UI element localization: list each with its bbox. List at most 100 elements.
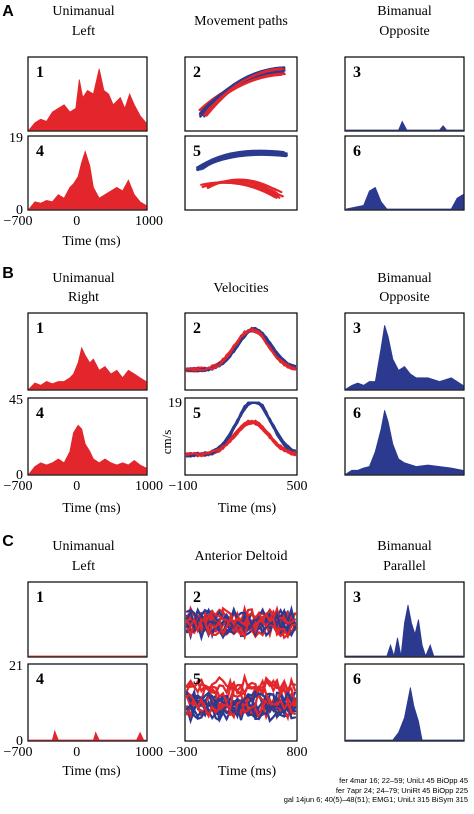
panel-number: 1: [36, 589, 44, 606]
column-title: Bimanual: [377, 4, 432, 19]
trace-red: [185, 327, 297, 372]
column-title: Anterior Deltoid: [195, 549, 288, 564]
panel-number: 5: [193, 143, 201, 160]
x-tick: 800: [287, 745, 308, 760]
panel-number: 2: [193, 589, 201, 606]
trace-red: [203, 68, 284, 116]
panel-number: 6: [353, 143, 361, 160]
x-tick: −700: [4, 479, 33, 494]
panel-3: [344, 581, 465, 658]
panel-number: 1: [36, 64, 44, 81]
panel-number: 6: [353, 671, 361, 688]
trace-blue: [185, 326, 297, 373]
x-axis-label: Time (ms): [62, 501, 121, 516]
x-tick: −700: [4, 214, 33, 229]
psth-area: [28, 346, 147, 390]
y-tick-top: 21: [9, 659, 23, 674]
trace-blue: [197, 151, 287, 169]
x-tick: −100: [169, 479, 198, 494]
column-title: Unimanual: [52, 539, 114, 554]
trace-red: [185, 610, 297, 640]
trace-red: [200, 181, 284, 198]
trajectory-group: [185, 604, 297, 642]
x-tick: 0: [73, 745, 80, 760]
column-title: Left: [72, 559, 95, 574]
y-tick-top: 19: [9, 131, 23, 146]
y-tick-top: 19: [168, 396, 182, 411]
footnote-line: fer 7apr 24; 24–79; UniRt 45 BiOpp 225: [335, 785, 468, 795]
panel-6: [344, 663, 465, 742]
panel-1: [27, 312, 148, 391]
section-label: B: [2, 265, 14, 282]
column-title: Parallel: [383, 559, 426, 574]
trajectory-group: [185, 401, 297, 458]
panel-5: [184, 663, 298, 742]
column-title: Unimanual: [52, 4, 114, 19]
y-tick-bottom: 0: [16, 734, 23, 749]
psth-area: [346, 120, 463, 131]
trajectory-group: [185, 326, 297, 373]
psth-area: [346, 604, 463, 658]
footnote-line: fer 4mar 16; 22–59; UniLt 45 BiOpp 45: [339, 776, 468, 785]
column-title: Left: [72, 24, 95, 39]
panel-1: [27, 581, 148, 658]
column-title: Movement paths: [194, 14, 288, 29]
psth-area: [344, 325, 464, 390]
panel-number: 6: [353, 405, 361, 422]
x-axis-label: Time (ms): [218, 501, 277, 516]
panel-number: 2: [193, 64, 201, 81]
x-axis-label: Time (ms): [62, 764, 121, 779]
panel-4: [27, 663, 148, 742]
trace-red: [201, 179, 283, 194]
psth-area: [28, 150, 147, 210]
psth-area: [28, 68, 147, 131]
trajectory-group: [185, 672, 297, 725]
panel-number: 4: [36, 405, 44, 422]
column-title: Opposite: [379, 290, 430, 305]
column-title: Right: [68, 290, 99, 305]
x-tick: 1000: [135, 479, 163, 494]
column-title: Bimanual: [377, 271, 432, 286]
panel-2: [184, 581, 298, 658]
psth-area: [344, 410, 464, 475]
footnote-line: gal 14jun 6; 40(5)–48(51); EMG1; UniLt 3…: [283, 795, 468, 804]
psth-area: [29, 729, 146, 741]
y-tick-top: 45: [9, 393, 23, 408]
panel-number: 2: [193, 320, 201, 337]
x-tick: 1000: [135, 745, 163, 760]
trace-red: [185, 678, 297, 719]
panel-number: 5: [193, 671, 201, 688]
x-tick: −700: [4, 745, 33, 760]
column-title: Unimanual: [52, 271, 114, 286]
panel-3: [344, 312, 465, 391]
panel-number: 1: [36, 320, 44, 337]
column-title: Velocities: [213, 281, 268, 296]
y-axis-unit: cm/s: [159, 430, 174, 455]
section-label: A: [2, 3, 14, 20]
x-tick: 0: [73, 214, 80, 229]
panel-3: [344, 56, 465, 132]
trace-blue: [185, 607, 297, 638]
panel-1: [27, 56, 148, 132]
x-tick: 500: [287, 479, 308, 494]
panel-6: [344, 397, 465, 476]
x-tick: 1000: [135, 214, 163, 229]
trace-blue: [199, 152, 285, 171]
trajectory-group: [198, 66, 286, 118]
x-tick: −300: [169, 745, 198, 760]
trace-red: [185, 421, 297, 458]
panel-number: 3: [353, 589, 361, 606]
x-axis-label: Time (ms): [62, 234, 121, 249]
psth-area: [28, 424, 147, 475]
section-label: C: [2, 533, 14, 550]
panel-number: 3: [353, 64, 361, 81]
panel-5: [184, 397, 298, 476]
panel-6: [344, 135, 465, 211]
footnote: fer 4mar 16; 22–59; UniLt 45 BiOpp 45 fe…: [268, 776, 468, 805]
y-tick-bottom: 0: [16, 468, 23, 483]
column-title: Bimanual: [377, 539, 432, 554]
panel-2: [184, 312, 298, 391]
panel-4: [27, 135, 148, 211]
psth-area: [346, 687, 463, 741]
